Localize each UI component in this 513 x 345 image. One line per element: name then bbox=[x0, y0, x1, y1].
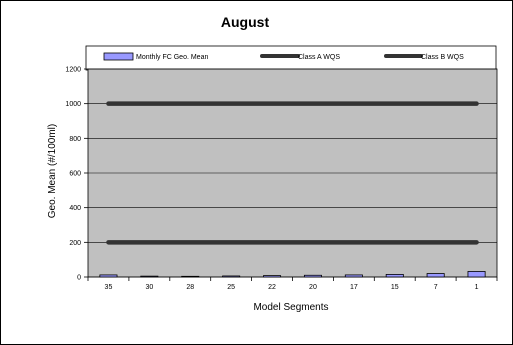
bar-15 bbox=[385, 273, 404, 278]
bar-28 bbox=[181, 275, 200, 278]
y-tick-label-1000: 1000 bbox=[65, 101, 81, 108]
bar-7 bbox=[426, 273, 445, 278]
bar-22 bbox=[263, 275, 282, 278]
x-tick-label-28: 28 bbox=[186, 284, 194, 291]
x-tick-label-22: 22 bbox=[268, 284, 276, 291]
bar-20 bbox=[303, 274, 322, 278]
y-tick-label-400: 400 bbox=[69, 205, 81, 212]
x-tick-label-17: 17 bbox=[350, 284, 358, 291]
x-tick-label-15: 15 bbox=[391, 284, 399, 291]
legend: Monthly FC Geo. Mean Class A WQS Class B… bbox=[85, 45, 497, 71]
x-tick-label-1: 1 bbox=[475, 284, 479, 291]
y-axis-title: Geo. Mean (#/100ml) bbox=[47, 124, 58, 219]
bar-35 bbox=[99, 274, 118, 278]
bar-25 bbox=[222, 275, 241, 278]
y-tick-label-800: 800 bbox=[69, 136, 81, 143]
x-axis-title: Model Segments bbox=[253, 302, 328, 313]
legend-label-class-a: Class A WQS bbox=[298, 54, 340, 61]
x-tick-label-20: 20 bbox=[309, 284, 317, 291]
x-tick-label-7: 7 bbox=[434, 284, 438, 291]
bar-30 bbox=[140, 275, 159, 278]
bar-1 bbox=[467, 271, 486, 278]
x-tick-label-35: 35 bbox=[105, 284, 113, 291]
plot-area: 0 200 400 600 800 1000 1200 35 30 28 25 22 20 17 15 7 1 bbox=[65, 67, 498, 291]
chart-title: August bbox=[221, 14, 270, 30]
y-tick-label-0: 0 bbox=[77, 275, 81, 282]
legend-label-monthly: Monthly FC Geo. Mean bbox=[136, 54, 208, 61]
legend-label-class-b: Class B WQS bbox=[421, 54, 464, 61]
legend-swatch-bar bbox=[103, 52, 134, 61]
x-tick-label-25: 25 bbox=[227, 284, 235, 291]
bar-17 bbox=[344, 274, 363, 278]
y-tick-label-200: 200 bbox=[69, 240, 81, 247]
y-tick-label-600: 600 bbox=[69, 171, 81, 178]
y-tick-label-1200: 1200 bbox=[65, 67, 81, 74]
x-tick-label-30: 30 bbox=[145, 284, 153, 291]
